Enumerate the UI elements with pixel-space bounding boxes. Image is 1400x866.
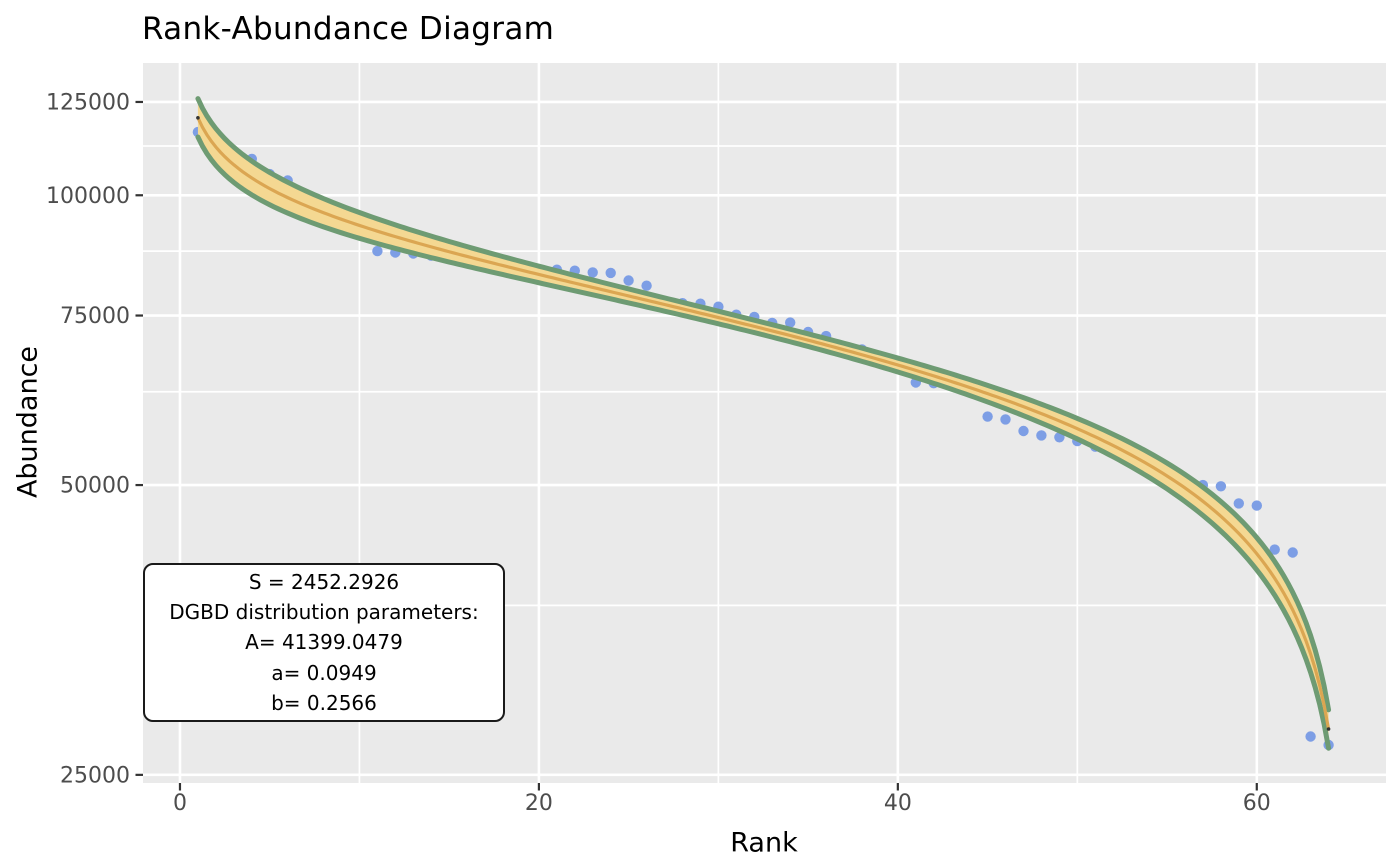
y-tick-label: 25000 [60, 763, 130, 788]
x-tick-label: 20 [525, 791, 553, 816]
band-upper-edge [195, 96, 1332, 713]
data-point [641, 280, 652, 291]
y-axis-title: Abundance [12, 345, 44, 499]
tick-labels: 25000 50000 75000 100000 125000 0 20 40 60 [46, 90, 1271, 816]
data-point [982, 411, 993, 422]
param-line-A: A= 41399.0479 [245, 630, 403, 655]
fit-line-endcap [1326, 727, 1331, 731]
chart-title: Rank-Abundance Diagram [142, 11, 555, 47]
y-tick-label: 50000 [60, 474, 130, 499]
data-point [1000, 414, 1011, 425]
data-point [605, 267, 616, 279]
data-point [1287, 547, 1298, 558]
fit-line-endcap [196, 116, 200, 120]
data-point [623, 275, 634, 286]
data-point [1054, 432, 1065, 443]
x-tick-label: 60 [1243, 791, 1271, 816]
data-point [1233, 498, 1245, 509]
x-tick-label: 0 [173, 791, 187, 816]
data-point [1251, 500, 1263, 511]
data-point [1269, 544, 1280, 555]
y-tick-label: 125000 [46, 90, 130, 115]
param-line-b: b= 0.2566 [271, 690, 377, 715]
fit-band [195, 96, 1332, 751]
param-line-header: DGBD distribution parameters: [169, 600, 479, 625]
data-point [372, 245, 383, 257]
y-tick-label: 75000 [60, 304, 130, 329]
data-point [587, 267, 598, 278]
tick-marks [135, 100, 1258, 791]
data-point [1305, 731, 1316, 742]
data-point [1215, 481, 1227, 492]
band-lower-edge [195, 134, 1332, 751]
data-point [1018, 425, 1029, 437]
major-gridlines [143, 62, 1386, 783]
fit-center-line [196, 117, 1331, 730]
y-tick-label: 100000 [46, 184, 130, 209]
x-tick-label: 40 [884, 791, 912, 816]
data-point [785, 317, 796, 328]
param-line-a: a= 0.0949 [271, 660, 377, 685]
param-line-s: S = 2452.2926 [248, 570, 400, 595]
x-axis-title: Rank [730, 827, 798, 859]
fit-parameters-box: S = 2452.2926 DGBD distribution paramete… [143, 563, 505, 722]
data-point [1036, 430, 1047, 441]
